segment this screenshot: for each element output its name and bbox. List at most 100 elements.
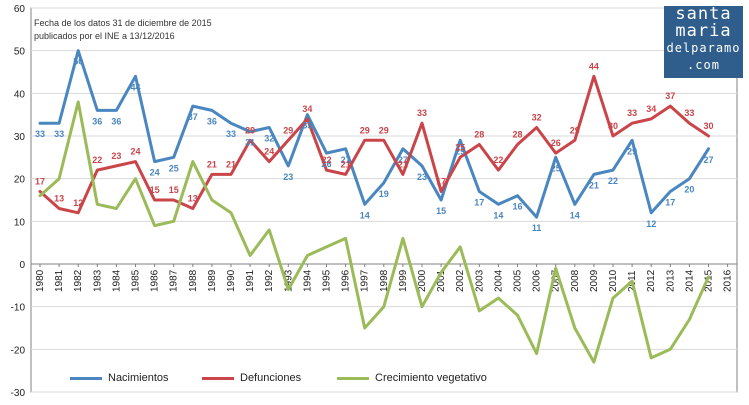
x-tick-label: 2005 (513, 269, 524, 292)
data-label-nacimientos: 22 (608, 176, 618, 186)
data-label-nacimientos: 26 (321, 159, 331, 169)
y-tick-label: 20 (14, 175, 26, 186)
data-label-defunciones: 12 (73, 198, 83, 208)
x-tick-label: 2015 (704, 269, 715, 292)
data-label-defunciones: 29 (570, 125, 580, 135)
data-label-nacimientos: 11 (532, 223, 542, 233)
x-tick-label: 1988 (188, 269, 199, 292)
data-label-nacimientos: 14 (360, 210, 370, 220)
legend-item-defunciones: Defunciones (202, 372, 301, 384)
series-line-crecimiento-vegetativo (38, 100, 710, 364)
x-tick-label: 2004 (493, 269, 504, 292)
x-tick-label: 2008 (570, 269, 581, 292)
data-label-defunciones: 21 (207, 159, 217, 169)
x-tick-label: 1993 (283, 269, 294, 292)
data-label-defunciones: 17 (436, 176, 446, 186)
data-label-nacimientos: 29 (455, 146, 465, 156)
data-label-nacimientos: 17 (665, 197, 675, 207)
data-label-nacimientos: 31 (245, 138, 255, 148)
y-tick-label: -10 (11, 303, 26, 314)
x-tick-label: 2013 (665, 269, 676, 292)
data-label-defunciones: 22 (321, 155, 331, 165)
data-label-nacimientos: 50 (73, 57, 83, 67)
plot-area-frame (30, 7, 738, 393)
x-tick-label: 1992 (264, 269, 275, 292)
data-label-defunciones: 44 (589, 61, 599, 71)
data-label-nacimientos: 23 (417, 172, 427, 182)
series-line-defunciones (38, 74, 710, 215)
legend-swatch-nacimientos (70, 376, 102, 380)
data-label-nacimientos: 27 (703, 155, 713, 165)
legend-swatch-crecimiento (337, 376, 369, 380)
data-label-defunciones: 24 (264, 147, 274, 157)
data-label-defunciones: 29 (360, 125, 370, 135)
y-tick-label: -30 (11, 388, 26, 399)
logo-line-2: maria (675, 21, 732, 41)
x-tick-label: 2000 (417, 269, 428, 292)
data-label-nacimientos: 16 (512, 202, 522, 212)
data-label-defunciones: 37 (665, 91, 675, 101)
logo-line-4: .com (687, 58, 720, 72)
data-date-note: Fecha de los datos 31 de diciembre de 20… (34, 18, 212, 28)
data-label-defunciones: 15 (169, 185, 179, 195)
y-tick-label: 60 (14, 4, 26, 15)
data-label-nacimientos: 24 (150, 168, 160, 178)
data-label-nacimientos: 20 (684, 185, 694, 195)
data-label-nacimientos: 15 (436, 206, 446, 216)
data-label-nacimientos: 36 (92, 116, 102, 126)
y-tick-label: -20 (11, 345, 26, 356)
data-label-nacimientos: 44 (130, 82, 140, 92)
site-logo[interactable]: santa maria delparamo .com (664, 6, 743, 78)
data-label-nacimientos: 12 (646, 219, 656, 229)
y-tick-label: 10 (14, 217, 26, 228)
legend-swatch-defunciones (202, 376, 234, 380)
data-publication-note: publicados por el INE a 13/12/2016 (34, 31, 175, 41)
data-label-nacimientos: 14 (570, 210, 580, 220)
data-label-nacimientos: 25 (169, 163, 179, 173)
y-tick-label: 0 (19, 260, 25, 271)
data-label-defunciones: 28 (512, 130, 522, 140)
data-label-defunciones: 33 (684, 108, 694, 118)
x-tick-label: 1989 (207, 269, 218, 292)
x-tick-label: 1994 (302, 269, 313, 292)
data-label-nacimientos: 35 (302, 121, 312, 131)
x-tick-label: 1980 (35, 269, 46, 292)
x-tick-label: 1981 (54, 269, 65, 292)
series-line-nacimientos (38, 49, 710, 219)
x-tick-label: 1997 (360, 269, 371, 292)
data-label-nacimientos: 17 (474, 197, 484, 207)
x-tick-label: 1986 (150, 269, 161, 292)
legend-label-nacimientos: Nacimientos (108, 372, 169, 384)
data-label-defunciones: 28 (474, 130, 484, 140)
x-tick-label: 1982 (73, 269, 84, 292)
data-label-nacimientos: 36 (207, 116, 217, 126)
x-tick-label: 2012 (646, 269, 657, 292)
x-tick-label: 1983 (92, 269, 103, 292)
data-label-defunciones: 22 (92, 155, 102, 165)
data-label-nacimientos: 27 (398, 155, 408, 165)
data-label-defunciones: 21 (398, 159, 408, 169)
legend-label-crecimiento: Crecimiento vegetativo (375, 372, 487, 384)
x-tick-label: 1991 (245, 269, 256, 292)
x-tick-label: 2006 (532, 269, 543, 292)
data-label-nacimientos: 33 (35, 129, 45, 139)
logo-line-3: delparamo (666, 41, 741, 55)
data-label-defunciones: 29 (283, 125, 293, 135)
x-tick-label: 2016 (723, 269, 734, 292)
data-label-defunciones: 24 (130, 147, 140, 157)
data-label-nacimientos: 33 (54, 129, 64, 139)
logo-line-1: santa (675, 4, 732, 24)
x-tick-label: 2007 (551, 269, 562, 292)
x-tick-label: 2009 (589, 269, 600, 292)
data-label-defunciones: 29 (245, 125, 255, 135)
data-label-nacimientos: 14 (493, 210, 503, 220)
data-label-nacimientos: 21 (589, 180, 599, 190)
data-label-defunciones: 21 (341, 159, 351, 169)
data-label-nacimientos: 37 (188, 112, 198, 122)
x-tick-label: 1996 (341, 269, 352, 292)
data-label-defunciones: 26 (551, 138, 561, 148)
x-tick-label: 2003 (474, 269, 485, 292)
data-label-nacimientos: 29 (627, 146, 637, 156)
x-tick-label: 1999 (398, 269, 409, 292)
